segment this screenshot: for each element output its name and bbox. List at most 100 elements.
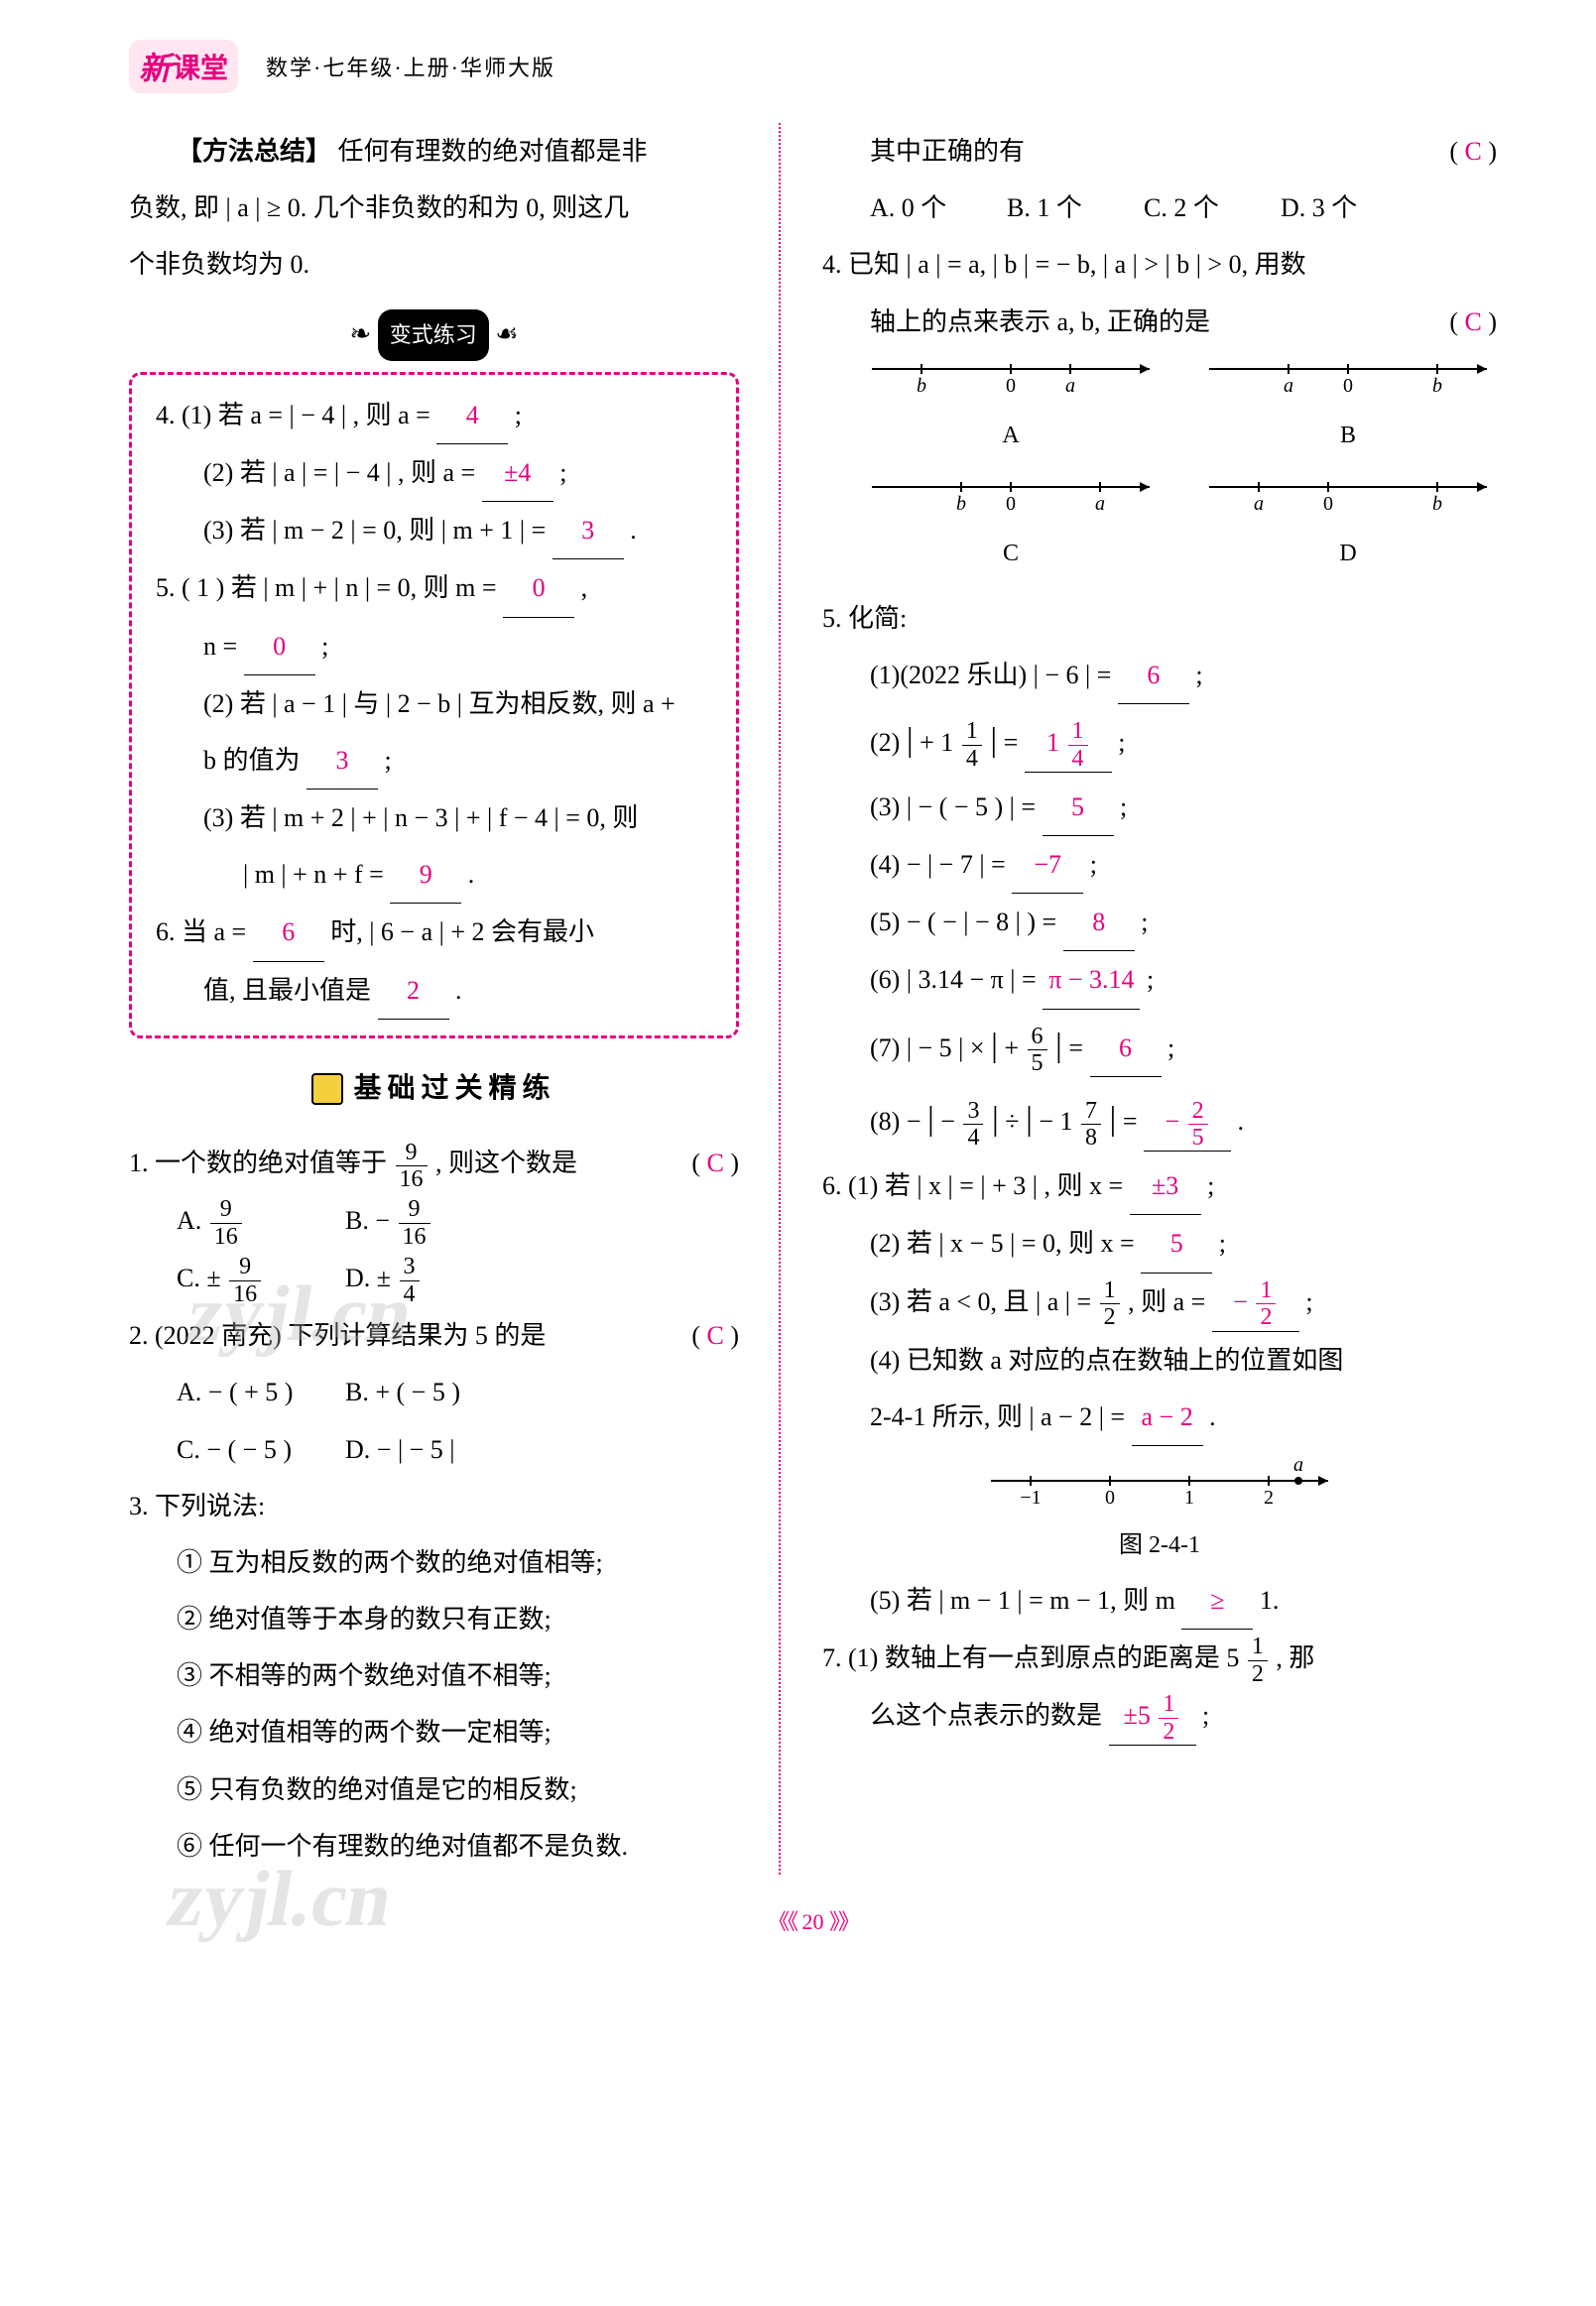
q5-1: 5. ( 1 ) 若 | m | + | n | = 0, 则 m = 0 , xyxy=(156,559,712,617)
q4r-l2-text: 轴上的点来表示 a, b, 正确的是 xyxy=(822,294,1210,350)
q6r-2-ans: 5 xyxy=(1141,1215,1212,1273)
basic-label: 基础过关精练 xyxy=(353,1058,555,1120)
q5r-4: (4) − | − 7 | = −7 ; xyxy=(822,836,1497,894)
q5r-7: (7) | − 5 | × | + 65 | = 6 ; xyxy=(822,1010,1497,1084)
svg-text:b: b xyxy=(956,493,966,512)
q5r-3-pre: (3) | − ( − 5 ) | = xyxy=(870,792,1036,821)
q6r3-d: 2 xyxy=(1100,1304,1120,1330)
q7-d: 2 xyxy=(1248,1661,1268,1687)
method-title: 【方法总结】 xyxy=(177,137,331,166)
q5r7-d: 5 xyxy=(1028,1050,1047,1076)
q5-3-line2-pre: | m | + n + f = xyxy=(243,860,384,889)
q6r-5-tail: 1. xyxy=(1260,1586,1280,1615)
q5r-4-ans: −7 xyxy=(1012,836,1083,894)
q5r8-d1: 4 xyxy=(963,1125,983,1151)
method-summary: 【方法总结】 任何有理数的绝对值都是非 负数, 即 | a | ≥ 0. 几个非… xyxy=(129,123,739,294)
p3C: C. 2 个 xyxy=(1144,180,1253,236)
svg-text:b: b xyxy=(1432,375,1442,394)
page-root: zyjl.cn zyjl.cn 新 课堂 数学·七年级·上册·华师大版 【方法总… xyxy=(0,0,1596,1976)
p1-optC-l: C. ± xyxy=(177,1264,221,1292)
basic-title: 基础过关精练 xyxy=(129,1058,739,1120)
q7r-l2: 么这个点表示的数是 ±5 12 ; xyxy=(822,1687,1497,1746)
q6r-3-ans: − 12 xyxy=(1212,1274,1299,1332)
p3-2: ② 绝对值等于本身的数只有正数; xyxy=(129,1591,739,1647)
q7a-d: 2 xyxy=(1159,1719,1178,1745)
p1a-n: 9 xyxy=(210,1196,242,1223)
p3-cont: 其中正确的有 ( C ) xyxy=(822,123,1497,180)
brand-rest: 课堂 xyxy=(173,47,228,86)
q7r-l1-tail: , 那 xyxy=(1276,1643,1314,1672)
q5r8-w: − 1 xyxy=(1039,1107,1072,1136)
q7a-pm: ±5 xyxy=(1124,1701,1151,1730)
q6-pre: 6. 当 a = xyxy=(156,917,246,946)
svg-text:a: a xyxy=(1065,375,1075,394)
method-body-3: 个非负数均为 0. xyxy=(129,250,309,279)
p1-opts-1: A. 916 B. − 916 xyxy=(129,1192,739,1250)
method-body-2: 负数, 即 | a | ≥ 0. 几个非负数的和为 0, 则这几 xyxy=(129,193,629,222)
q5r-8-ans: − 25 xyxy=(1144,1093,1231,1152)
q5r-2: (2) | + 1 14 | = 1 14 ; xyxy=(822,704,1497,779)
p3-head: 3. 下列说法: xyxy=(129,1478,739,1534)
q5r-6-ans: π − 3.14 xyxy=(1043,951,1140,1009)
q4r-l1: 4. 已知 | a | = a, | b | = − b, | a | > | … xyxy=(822,250,1306,279)
nl-A-cap: A xyxy=(862,410,1160,462)
p1: 1. 一个数的绝对值等于 9 16 , 则这个数是 ( C ) xyxy=(129,1135,739,1192)
q5r2-n: 1 xyxy=(962,718,982,745)
q5r7-n: 6 xyxy=(1028,1024,1047,1050)
q5-2-line1: (2) 若 | a − 1 | 与 | 2 − b | 互为相反数, 则 a + xyxy=(156,675,712,732)
q6r-5-pre: (5) 若 | m − 1 | = m − 1, 则 m xyxy=(870,1586,1175,1615)
page-num-val: 20 xyxy=(802,1909,824,1934)
p1-opts-2: C. ± 916 D. ± 34 xyxy=(129,1250,739,1307)
p1d-n: 3 xyxy=(400,1254,420,1280)
q5r8-d2: 8 xyxy=(1081,1125,1101,1151)
nl-C-wrap: b 0 a C xyxy=(862,472,1160,580)
q6r-4-l1: (4) 已知数 a 对应的点在数轴上的位置如图 xyxy=(822,1332,1497,1389)
q5r-8-pre: (8) − xyxy=(870,1107,921,1136)
p1-optA: A. 916 xyxy=(177,1192,306,1250)
p1-text: 1. 一个数的绝对值等于 xyxy=(129,1149,387,1177)
brand: 新 课堂 xyxy=(129,40,238,93)
number-line-A: b 0 a xyxy=(862,354,1160,394)
page-header: 新 课堂 数学·七年级·上册·华师大版 xyxy=(129,40,1497,93)
q6r-4-l2: 2-4-1 所示, 则 | a − 2 | = a − 2 . xyxy=(822,1389,1497,1446)
q6r-3-pre: (3) 若 a < 0, 且 | a | = xyxy=(870,1287,1091,1316)
p3-5: ⑤ 只有负数的绝对值是它的相反数; xyxy=(129,1761,739,1818)
q5r8a-d: 5 xyxy=(1188,1125,1208,1151)
q6r-3: (3) 若 a < 0, 且 | a | = 12 , 则 a = − 12 ; xyxy=(822,1274,1497,1332)
nl-D-wrap: a 0 b D xyxy=(1199,472,1497,580)
p3D: D. 3 个 xyxy=(1281,180,1390,236)
left-column: 【方法总结】 任何有理数的绝对值都是非 负数, 即 | a | ≥ 0. 几个非… xyxy=(129,123,739,1875)
p1-ans: C xyxy=(706,1149,723,1177)
p1a-d: 16 xyxy=(210,1224,242,1250)
q6-ans-min: 2 xyxy=(378,962,449,1020)
svg-text:2: 2 xyxy=(1264,1487,1274,1506)
q5r8-n2: 7 xyxy=(1081,1098,1101,1125)
p1b-d: 16 xyxy=(399,1224,430,1250)
q5-3-line2: | m | + n + f = 9 . xyxy=(156,846,712,904)
p1-optB-l: B. − xyxy=(345,1206,390,1235)
q6r-2: (2) 若 | x − 5 | = 0, 则 x = 5 ; xyxy=(822,1215,1497,1273)
nl-B-wrap: a 0 b B xyxy=(1199,354,1497,462)
q5r-6: (6) | 3.14 − π | = π − 3.14 ; xyxy=(822,951,1497,1009)
q6r3a-d: 2 xyxy=(1256,1304,1276,1330)
q5r-7-ans: 6 xyxy=(1090,1020,1162,1077)
nl-A-wrap: b 0 a A xyxy=(862,354,1160,462)
q6r-1: 6. (1) 若 | x | = | + 3 | , 则 x = ±3 ; xyxy=(822,1157,1497,1215)
p1-optA-l: A. xyxy=(177,1206,201,1235)
q6r3-n: 1 xyxy=(1100,1277,1120,1304)
q5-1-n: n = 0 ; xyxy=(156,618,712,675)
p2-ans: C xyxy=(706,1321,723,1350)
p1c-n: 9 xyxy=(229,1254,261,1280)
p2B: B. + ( − 5 ) xyxy=(345,1364,474,1420)
q4-3-text: (3) 若 | m − 2 | = 0, 则 | m + 1 | = xyxy=(203,516,546,545)
number-line-C: b 0 a xyxy=(862,472,1160,512)
page-number: 《《 20 》》 xyxy=(129,1904,1497,1936)
q5r8a-n: 2 xyxy=(1188,1098,1208,1125)
q4-2-ans: ±4 xyxy=(482,444,553,502)
nl-row-1: b 0 a A a 0 b xyxy=(822,354,1497,462)
q5r-5: (5) − ( − | − 8 | ) = 8 ; xyxy=(822,894,1497,951)
q5r2-d: 4 xyxy=(962,746,982,772)
nl-B-cap: B xyxy=(1199,410,1497,462)
q5r2a-n: 1 xyxy=(1068,718,1088,745)
p3B: B. 1 个 xyxy=(1007,180,1116,236)
